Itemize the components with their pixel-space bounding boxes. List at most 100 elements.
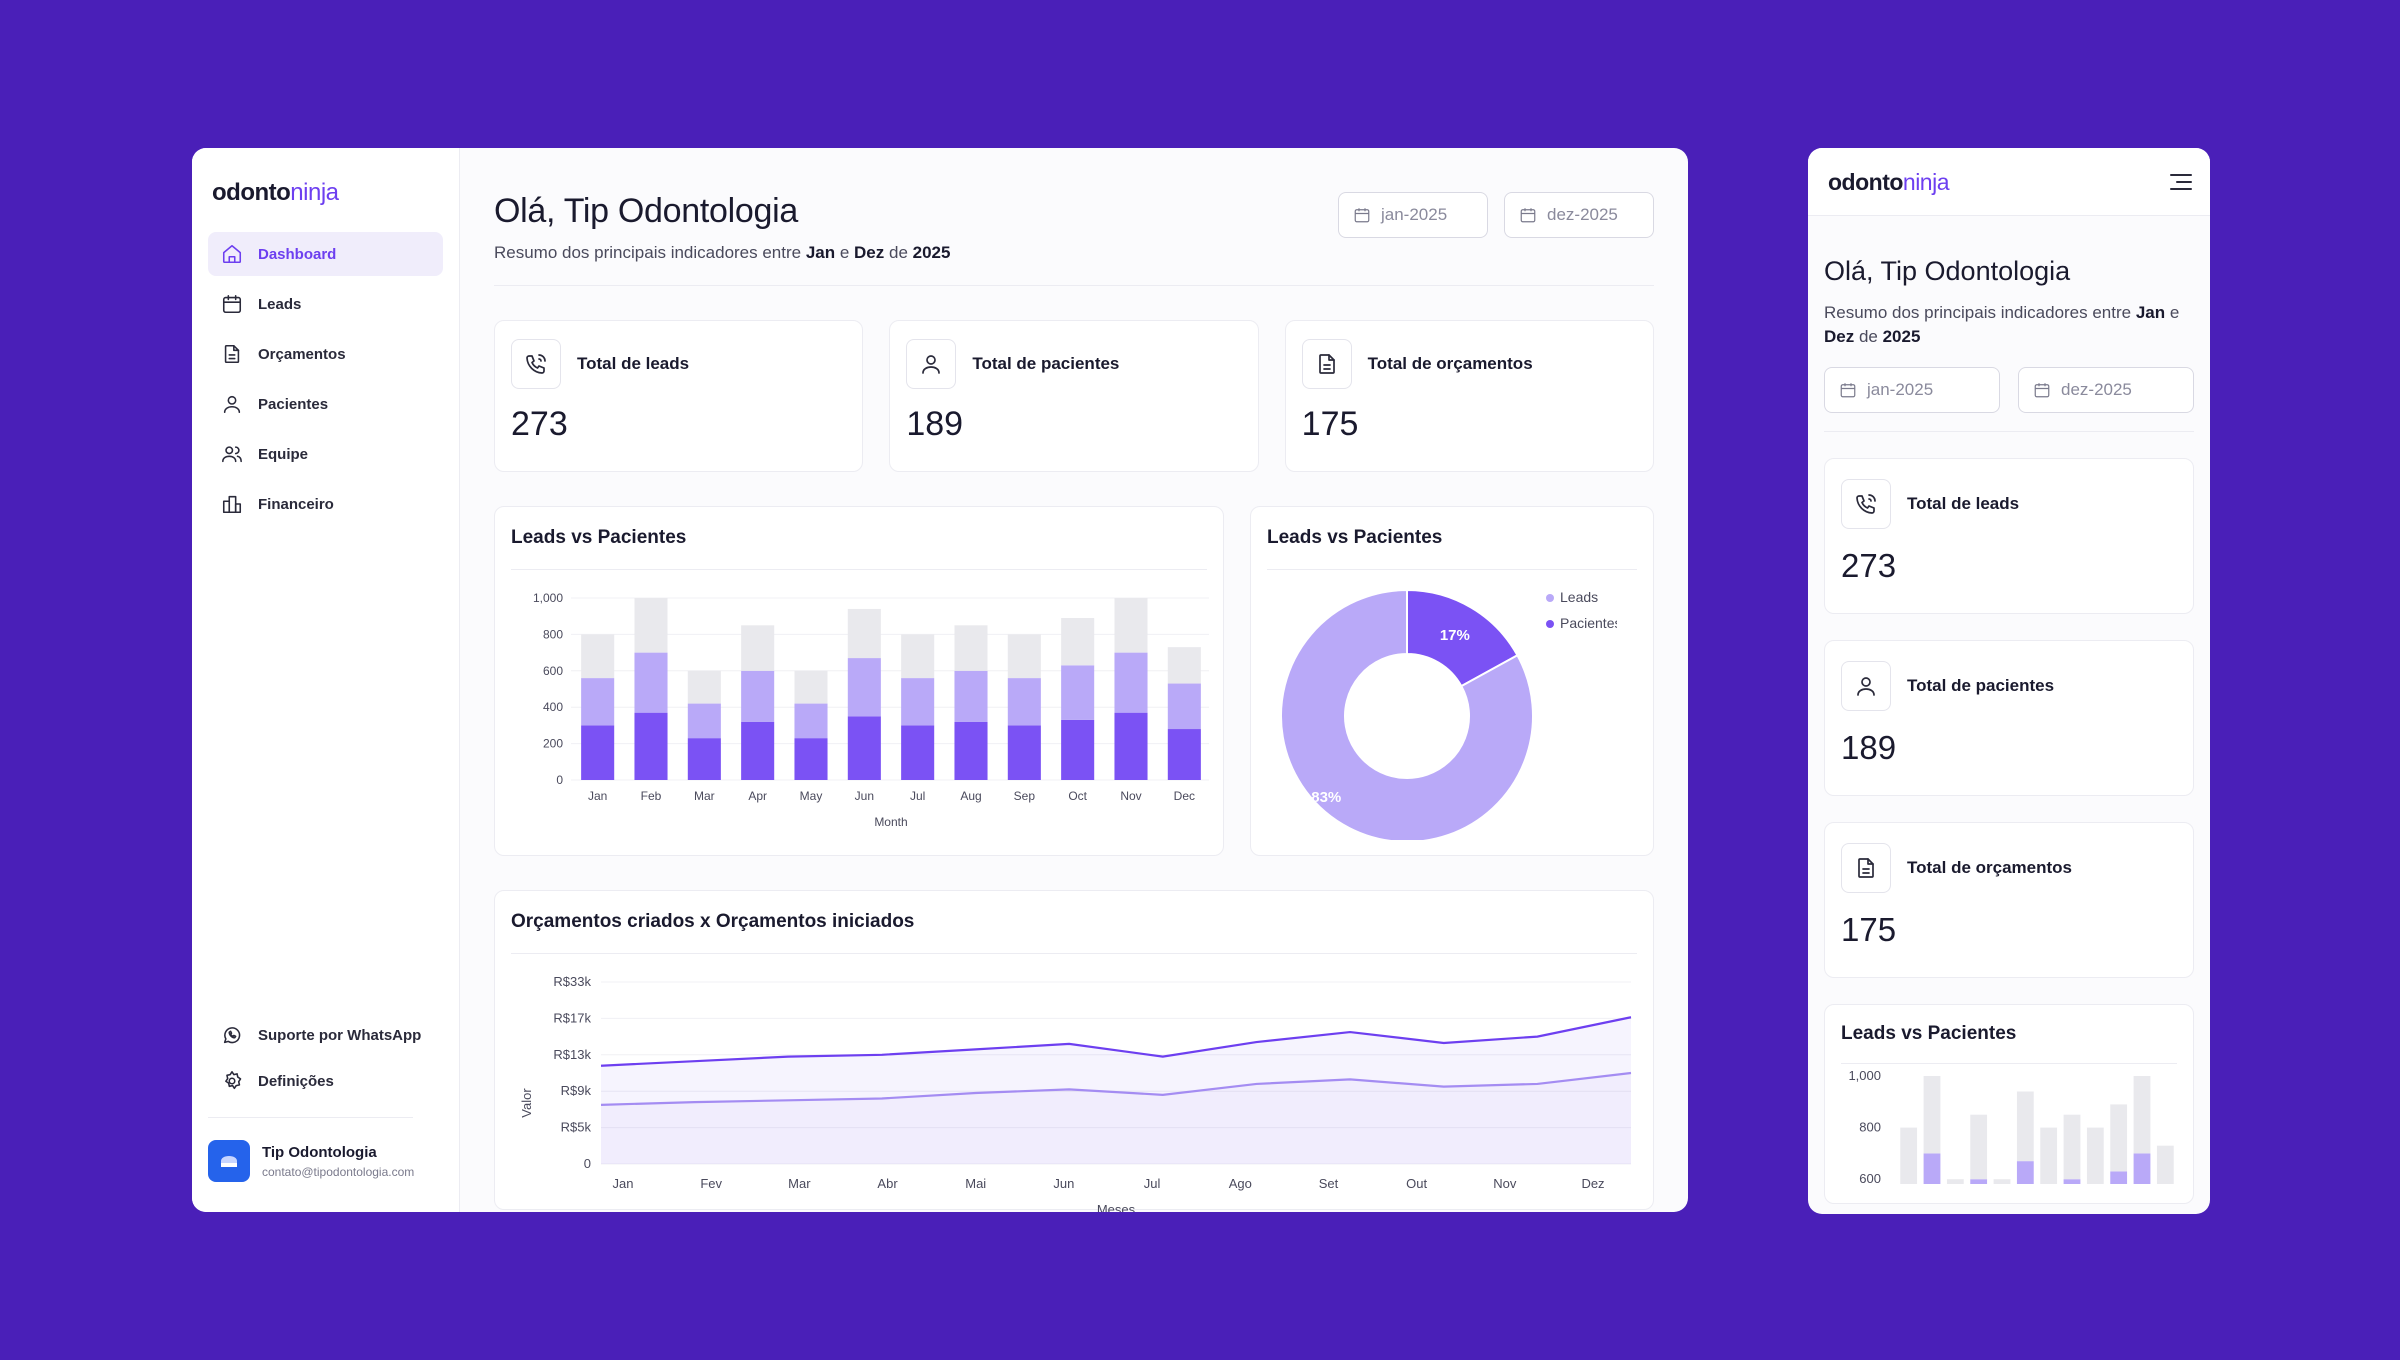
date-to-input[interactable]: dez-2025 <box>2018 367 2194 413</box>
document-icon <box>1841 843 1891 893</box>
y-tick-label: 200 <box>543 737 563 751</box>
date-to-input[interactable]: dez-2025 <box>1504 192 1654 238</box>
date-from-input[interactable]: jan-2025 <box>1338 192 1488 238</box>
bar-leads <box>2063 1179 2081 1214</box>
phone-icon <box>1841 479 1891 529</box>
bank-building-icon <box>220 492 244 516</box>
page-title: Olá, Tip Odontologia <box>494 192 798 230</box>
whatsapp-icon <box>220 1023 244 1047</box>
bar-leads <box>1923 1153 1941 1214</box>
bar-pacientes <box>901 725 935 780</box>
x-axis-label: Meses <box>1097 1202 1136 1212</box>
home-icon <box>220 242 244 266</box>
kpi-label: Total de orçamentos <box>1907 858 2072 877</box>
document-icon <box>1301 339 1352 389</box>
line-chart-card: Orçamentos criados x Orçamentos iniciado… <box>494 890 1654 1212</box>
document-icon <box>220 342 244 366</box>
x-tick-label: Feb <box>641 789 662 803</box>
sidebar: odontoninja Dashboard Leads Orçamentos P… <box>192 148 460 1212</box>
bar-outros <box>901 634 935 679</box>
sidebar-item-dashboard[interactable]: Dashboard <box>208 232 443 276</box>
sidebar-item-pacientes[interactable]: Pacientes <box>208 382 443 426</box>
kpi-card-pacientes[interactable]: Total de pacientes 189 <box>889 320 1259 472</box>
bar-outros <box>2040 1127 2058 1190</box>
bar-outros <box>2063 1114 2081 1180</box>
date-range: jan-2025 dez-2025 <box>1338 192 1654 238</box>
page-subtitle: Resumo dos principais indicadores entre … <box>494 243 951 262</box>
page-title: Olá, Tip Odontologia <box>1824 256 2071 286</box>
legend-label: Pacientes <box>1560 615 1617 631</box>
x-tick-label: May <box>800 789 823 803</box>
kpi-label: Total de pacientes <box>1907 676 2055 695</box>
charts-row: Leads vs Pacientes 0 200 400 600 800 1,000 Jan… <box>494 506 1654 856</box>
x-tick-label: Jun <box>1053 1176 1074 1191</box>
logo[interactable]: odontoninja <box>1828 167 1950 197</box>
mobile-topbar: odontoninja <box>1808 148 2210 216</box>
bar-outros <box>2016 1091 2034 1162</box>
mobile-bar-chart: 1,000 800 600 <box>1848 1068 2174 1214</box>
bar-outros <box>687 670 721 704</box>
bar-outros <box>1923 1076 1941 1154</box>
bar-outros <box>1061 618 1095 666</box>
bar-leads <box>2016 1161 2034 1214</box>
legend-swatch <box>1546 594 1554 602</box>
bar-outros <box>2110 1104 2128 1172</box>
sidebar-item-financeiro[interactable]: Financeiro <box>208 482 443 526</box>
date-from-input[interactable]: jan-2025 <box>1824 367 2000 413</box>
kpi-label: Total de orçamentos <box>1367 354 1533 373</box>
kpi-card-pacientes[interactable]: Total de pacientes 189 <box>1824 640 2194 796</box>
bar-outros <box>954 625 988 671</box>
kpi-value: 175 <box>1841 911 1897 948</box>
bar-outros <box>1946 1179 1964 1214</box>
bar-leads <box>634 652 668 713</box>
kpi-card-leads[interactable]: Total de leads 273 <box>1824 458 2194 614</box>
area-0 <box>601 1017 1631 1164</box>
kpi-value: 189 <box>1841 729 1897 766</box>
bar-outros <box>1114 598 1148 653</box>
slice-label: 83% <box>1311 789 1341 806</box>
calendar-icon <box>2034 383 2050 398</box>
y-tick-label: R$5k <box>561 1120 592 1135</box>
kpi-card-leads[interactable]: Total de leads 273 <box>494 320 864 472</box>
bar-outros <box>1167 647 1201 684</box>
sidebar-item-equipe[interactable]: Equipe <box>208 432 443 476</box>
x-tick-label: Ago <box>1229 1176 1252 1191</box>
bar-leads <box>741 670 775 722</box>
kpi-value: 273 <box>511 405 568 443</box>
y-axis-label: Valor <box>519 1088 534 1118</box>
logo[interactable]: odontoninja <box>208 178 443 208</box>
bar-outros <box>2156 1145 2174 1198</box>
bar-outros <box>741 625 775 671</box>
bar-leads <box>1167 683 1201 730</box>
user-name: Tip Odontologia <box>262 1143 377 1161</box>
x-axis-label: Month <box>874 815 907 829</box>
desktop-window: odontoninja Dashboard Leads Orçamentos P… <box>192 148 1688 1212</box>
sidebar-item-whatsapp-support[interactable]: Suporte por WhatsApp <box>208 1013 443 1057</box>
bar-leads <box>1114 652 1148 713</box>
bar-leads <box>2110 1171 2128 1214</box>
x-tick-label: Jul <box>1144 1176 1161 1191</box>
bar-pacientes <box>1007 725 1041 780</box>
x-tick-label: Apr <box>748 789 767 803</box>
kpi-card-orcamentos[interactable]: Total de orçamentos 175 <box>1284 320 1654 472</box>
bar-leads <box>2133 1153 2151 1214</box>
bar-pacientes <box>954 721 988 780</box>
bar-outros <box>1007 634 1041 679</box>
y-tick-label: 600 <box>543 664 563 678</box>
sidebar-item-settings[interactable]: Definições <box>208 1059 443 1103</box>
x-tick-label: Mai <box>965 1176 986 1191</box>
kpi-label: Total de leads <box>1907 494 2020 513</box>
donut-chart: 17% 83% Leads Pacientes <box>1280 588 1621 843</box>
bar-pacientes <box>687 738 721 780</box>
kpi-card-orcamentos[interactable]: Total de orçamentos 175 <box>1824 822 2194 978</box>
user-profile[interactable]: Tip Odontologia contato@tipodontologia.c… <box>208 1140 443 1182</box>
bar-outros <box>2086 1127 2104 1190</box>
menu-icon[interactable] <box>2170 173 2192 190</box>
bar-chart-card: Leads vs Pacientes 1,000 800 600 <box>1824 1004 2194 1214</box>
donut-chart-card: Leads vs Pacientes 17% 83% Leads Pacientes <box>1250 506 1654 856</box>
sidebar-item-label: Leads <box>258 295 302 313</box>
x-tick-label: Out <box>1406 1176 1427 1191</box>
sidebar-item-orcamentos[interactable]: Orçamentos <box>208 332 443 376</box>
divider <box>208 1117 413 1118</box>
sidebar-item-leads[interactable]: Leads <box>208 282 443 326</box>
